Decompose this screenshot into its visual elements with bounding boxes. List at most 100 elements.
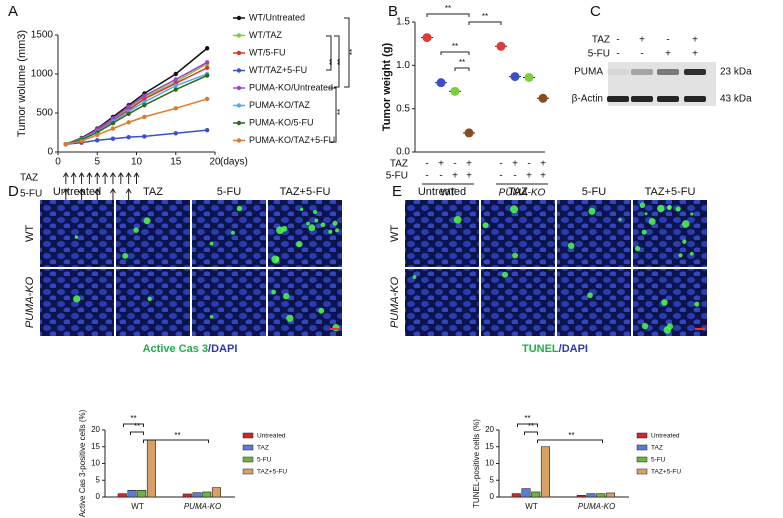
- blot-size: 43 kDa: [720, 94, 752, 105]
- signal-spot: [694, 301, 700, 307]
- blot-sign: +: [639, 35, 645, 46]
- column-header: TAZ: [508, 186, 528, 198]
- bar: [137, 489, 147, 498]
- data-point: [464, 128, 474, 138]
- signal-spot: [644, 212, 648, 216]
- condition-sign: +: [540, 171, 546, 182]
- blot-band: [631, 96, 653, 102]
- data-point: [496, 41, 506, 51]
- sig-bracket: [517, 423, 538, 427]
- signal-spot: [296, 241, 303, 248]
- signal-spot: [332, 324, 340, 332]
- data-point: [450, 86, 460, 96]
- data-point: [110, 136, 116, 141]
- data-point: [204, 96, 210, 102]
- blot-sign: -: [640, 49, 643, 60]
- significance: **: [328, 59, 337, 65]
- y-axis-label: Active Cas 3-positive cells (%): [78, 409, 87, 517]
- significance: **: [452, 42, 458, 51]
- signal-spot: [74, 235, 79, 239]
- signal-spot: [634, 245, 641, 252]
- condition-sign: -: [527, 159, 530, 170]
- signal-spot: [147, 296, 152, 302]
- signal-spot: [334, 228, 340, 233]
- legend-label: PUMA-KO/TAZ: [249, 100, 310, 110]
- data-point: [173, 106, 178, 111]
- counterstain-name: /DAPI: [559, 343, 588, 355]
- condition-sign: -: [513, 171, 516, 182]
- stain-name: TUNEL: [522, 343, 559, 355]
- data-point: [173, 71, 178, 77]
- micrograph: [268, 269, 342, 336]
- legend-marker: [236, 50, 242, 56]
- data-point: [510, 72, 520, 82]
- x-tick-label: 10: [131, 157, 143, 168]
- blot-sign: -: [616, 49, 619, 60]
- blot-sign: -: [616, 35, 619, 46]
- signal-spot: [328, 229, 333, 234]
- group-label: WT: [440, 188, 456, 199]
- blot-sign: -: [666, 35, 669, 46]
- blot-band: [607, 69, 629, 75]
- signal-spot: [512, 252, 519, 259]
- significance: **: [134, 422, 140, 431]
- blot-sign: +: [692, 35, 698, 46]
- bar: [521, 488, 531, 498]
- signal-spot: [306, 221, 310, 226]
- micrograph: [192, 200, 266, 267]
- blot-size: 23 kDa: [720, 67, 752, 78]
- data-point: [126, 104, 131, 109]
- significance: **: [174, 431, 180, 440]
- signal-spot: [313, 209, 318, 215]
- signal-spot: [639, 202, 646, 209]
- signal-spot: [682, 239, 687, 244]
- bar: [576, 495, 586, 498]
- legend-label: Untreated: [257, 433, 286, 440]
- signal-spot: [412, 275, 417, 280]
- data-point: [204, 73, 210, 78]
- micrograph: [192, 269, 266, 336]
- significance: **: [445, 4, 451, 13]
- data-point: [204, 60, 210, 65]
- data-point: [204, 46, 210, 51]
- data-point: [422, 33, 432, 43]
- signal-spot: [678, 253, 683, 258]
- x-tick-label: PUMA-KO: [578, 502, 615, 511]
- legend-marker: [236, 103, 242, 108]
- y-tick-label: 0.5: [396, 103, 410, 114]
- column-header: TAZ+5-FU: [280, 186, 331, 198]
- signal-spot: [618, 218, 622, 222]
- sig-bracket: [468, 21, 502, 25]
- condition-sign: +: [512, 159, 518, 170]
- blot-band: [607, 96, 629, 102]
- bar: [596, 493, 606, 498]
- sig-bracket: [426, 13, 470, 17]
- data-point: [142, 114, 147, 120]
- legend-swatch: [636, 432, 648, 439]
- signal-spot: [314, 218, 319, 223]
- bar: [586, 493, 596, 498]
- blot-band: [684, 69, 706, 75]
- row-label: PUMA-KO: [389, 276, 401, 328]
- signal-spot: [666, 205, 672, 211]
- signal-spot: [588, 207, 596, 215]
- signal-spot: [209, 315, 214, 319]
- condition-sign: -: [499, 159, 502, 170]
- condition-sign: -: [425, 159, 428, 170]
- legend-label: TAZ+5-FU: [651, 469, 681, 476]
- condition-sign: +: [466, 159, 472, 170]
- data-point: [538, 93, 548, 103]
- schedule-arrow: [133, 172, 140, 184]
- significance: **: [130, 414, 136, 423]
- data-point: [142, 96, 147, 102]
- y-tick-label: 1500: [31, 30, 54, 41]
- condition-sign: +: [438, 159, 444, 170]
- condition-sign: +: [466, 171, 472, 182]
- bar: [605, 492, 615, 498]
- data-point: [173, 87, 178, 92]
- x-tick-label: 0: [55, 157, 61, 168]
- signal-spot: [275, 256, 280, 261]
- significance: **: [528, 422, 534, 431]
- y-tick-label: 0: [490, 492, 495, 501]
- data-point: [110, 126, 116, 131]
